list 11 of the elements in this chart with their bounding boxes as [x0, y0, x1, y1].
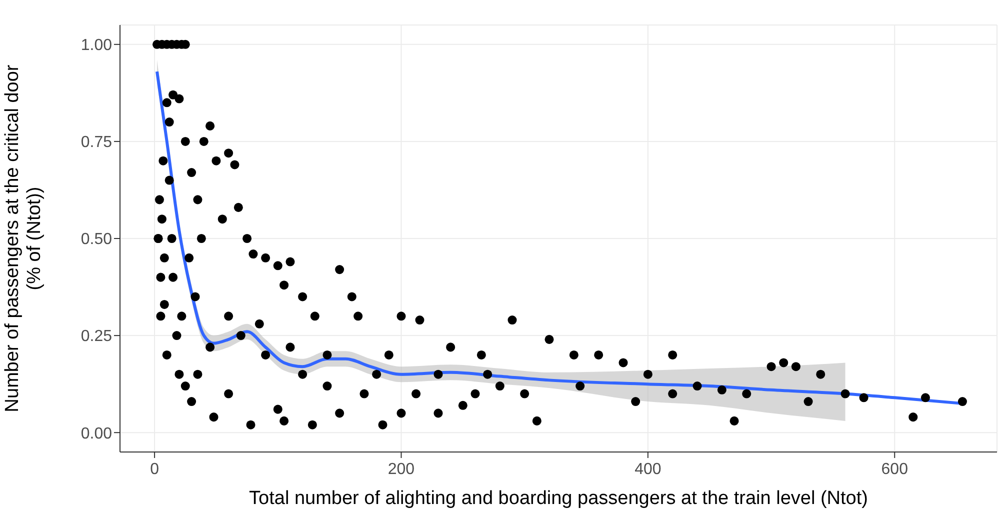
x-tick-label: 200: [388, 461, 415, 478]
x-tick-label: 0: [150, 461, 160, 478]
x-axis-title: Total number of alighting and boarding passengers at the train level (Ntot): [249, 488, 868, 509]
x-tick-label: 600: [881, 461, 908, 478]
y-tick-label: 0.25: [80, 328, 112, 346]
y-tick-label: 0.50: [80, 231, 112, 248]
y-tick-label: 0.00: [80, 425, 112, 442]
y-axis-title: Number of passengers at the critical door (% of (Ntot)): [2, 64, 45, 412]
y-tick-label: 0.75: [80, 134, 112, 152]
y-tick-label: 1.00: [80, 37, 112, 54]
x-tick-label: 400: [634, 461, 662, 478]
